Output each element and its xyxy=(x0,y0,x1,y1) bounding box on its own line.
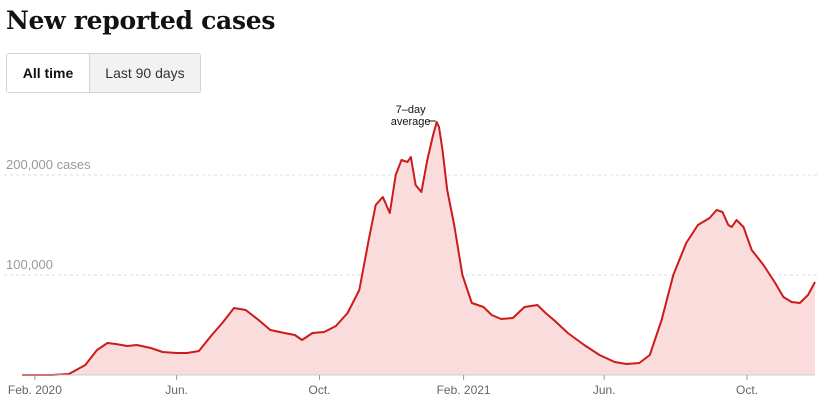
x-tick-label: Feb. 2021 xyxy=(437,383,491,397)
x-tick-label: Oct. xyxy=(309,383,331,397)
x-tick-label: Feb. 2020 xyxy=(8,383,62,397)
page-title: New reported cases xyxy=(6,6,276,35)
x-tick-label: Jun. xyxy=(165,383,188,397)
average-line xyxy=(22,121,816,376)
x-tick-label: Oct. xyxy=(736,383,758,397)
time-range-toggle: All time Last 90 days xyxy=(6,53,201,93)
annotation-label: 7–day xyxy=(396,104,426,116)
y-tick-label: 200,000 cases xyxy=(6,157,91,172)
annotation-label: average xyxy=(391,116,431,128)
cases-area xyxy=(22,122,815,375)
y-tick-label: 100,000 xyxy=(6,257,53,272)
x-tick-label: Jun. xyxy=(593,383,616,397)
all-time-button[interactable]: All time xyxy=(7,54,89,92)
last-90-days-button[interactable]: Last 90 days xyxy=(89,54,200,92)
